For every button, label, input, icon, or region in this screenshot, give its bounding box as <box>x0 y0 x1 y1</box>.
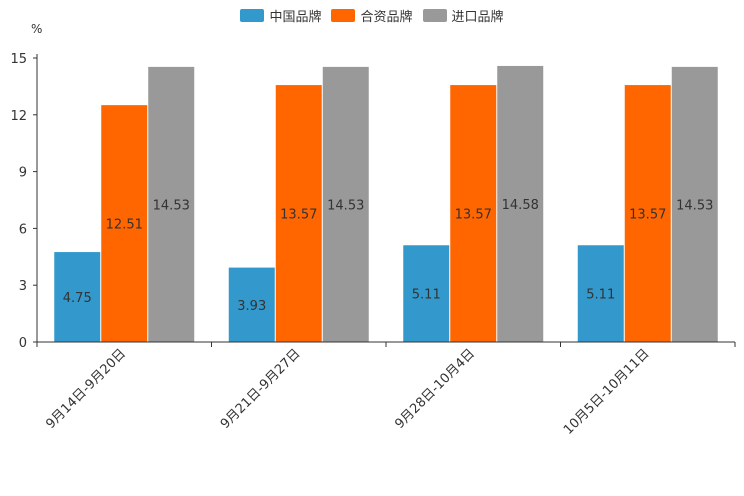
y-axis-unit: % <box>31 22 42 36</box>
legend-swatch-joint-venture <box>331 9 356 22</box>
x-tick-label: 9月28日-10月4日 <box>392 346 478 432</box>
bar-value-label: 13.57 <box>455 208 492 223</box>
bar-value-label: 3.93 <box>237 299 266 314</box>
bar[interactable] <box>497 65 544 343</box>
bar-value-label: 13.57 <box>629 208 666 223</box>
y-tick-label: 9 <box>19 166 27 181</box>
bar[interactable] <box>101 105 148 342</box>
x-tick-label: 9月21日-9月27日 <box>218 346 304 432</box>
bar[interactable] <box>624 85 671 342</box>
bar-value-label: 4.75 <box>63 291 92 306</box>
legend-label-china: 中国品牌 <box>269 10 322 25</box>
x-tick-label: 10月5日-10月11日 <box>561 346 653 438</box>
bar[interactable] <box>403 245 450 342</box>
chart-legend: 中国品牌 合资品牌 进口品牌 <box>0 6 744 25</box>
y-tick-label: 12 <box>10 109 27 124</box>
bar[interactable] <box>54 252 101 342</box>
x-tick-label: 9月14日-9月20日 <box>43 346 129 432</box>
y-tick-label: 0 <box>19 336 27 351</box>
legend-swatch-import <box>422 9 447 22</box>
y-tick-label: 15 <box>10 52 27 67</box>
bar[interactable] <box>228 267 275 342</box>
bar[interactable] <box>671 66 718 342</box>
y-tick-label: 3 <box>19 279 27 294</box>
bar-value-label: 12.51 <box>106 218 143 233</box>
bars: 4.75 12.51 14.53 3.93 13.57 14.53 5.11 13.57 14.… <box>54 65 718 343</box>
bar-value-label: 5.11 <box>586 288 615 303</box>
bar-value-label: 14.58 <box>502 198 539 213</box>
legend-swatch-china <box>240 9 265 22</box>
bar-value-label: 5.11 <box>412 288 441 303</box>
legend-item-import[interactable]: 进口品牌 <box>422 6 504 25</box>
legend-item-joint-venture[interactable]: 合资品牌 <box>331 6 413 25</box>
bar-value-label: 14.53 <box>676 198 713 213</box>
y-tick-label: 6 <box>19 222 27 237</box>
legend-label-joint-venture: 合资品牌 <box>360 10 413 25</box>
bar[interactable] <box>322 66 369 342</box>
bar-value-label: 14.53 <box>327 198 364 213</box>
legend-item-china[interactable]: 中国品牌 <box>240 6 321 25</box>
x-axis: 9月14日-9月20日 9月21日-9月27日 9月28日-10月4日 10月5日-1… <box>36 341 736 438</box>
y-axis: 0 3 6 9 12 15 <box>10 52 38 351</box>
bar[interactable] <box>450 85 497 342</box>
bar-value-label: 14.53 <box>153 198 190 213</box>
legend-label-import: 进口品牌 <box>451 10 504 25</box>
bar[interactable] <box>148 66 195 342</box>
bar-value-label: 13.57 <box>280 208 317 223</box>
bar[interactable] <box>275 85 322 342</box>
bar[interactable] <box>577 245 624 342</box>
